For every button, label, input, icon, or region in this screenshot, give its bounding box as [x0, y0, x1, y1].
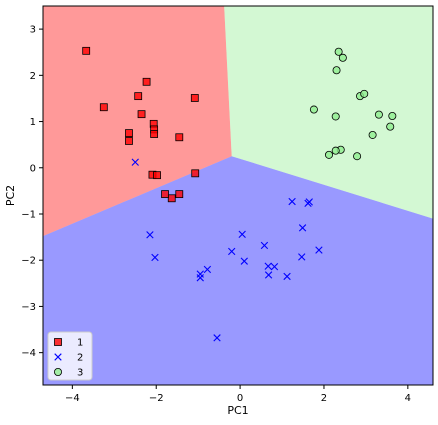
- y-tick-label-5: 1: [30, 117, 36, 128]
- point-class-2-10: [260, 241, 269, 250]
- point-class-3-1: [338, 53, 347, 62]
- point-class-3-10: [368, 130, 377, 139]
- point-class-3-14: [353, 152, 362, 161]
- x-tick-label-0: −4: [65, 393, 80, 404]
- y-tick-label-1: −3: [21, 302, 36, 313]
- point-class-2-7: [228, 247, 236, 256]
- point-class-2-9: [240, 257, 248, 265]
- region-class-3: [224, 6, 433, 219]
- x-tick-label-1: −2: [149, 393, 164, 404]
- point-class-3-12: [331, 146, 340, 155]
- point-class-3-13: [324, 150, 333, 159]
- region-class-1: [43, 6, 232, 237]
- point-class-2-2: [151, 253, 159, 262]
- x-tick-label-2: 0: [237, 393, 243, 404]
- point-class-2-16: [298, 253, 306, 261]
- point-class-1-15: [175, 190, 184, 199]
- point-class-3-2: [332, 66, 341, 75]
- point-class-1-0: [82, 46, 91, 55]
- y-tick-label-0: −4: [21, 348, 36, 359]
- region-class-2: [43, 156, 433, 385]
- point-class-3-8: [388, 112, 397, 121]
- point-class-1-4: [190, 94, 199, 102]
- point-class-2-19: [305, 198, 313, 206]
- point-class-2-20: [315, 246, 323, 254]
- legend-marker-1: [54, 338, 62, 346]
- point-class-1-9: [125, 129, 133, 138]
- point-class-2-4: [196, 274, 204, 282]
- point-class-2-15: [288, 197, 296, 206]
- point-class-2-14: [283, 272, 291, 281]
- y-axis-ticks: −4 −3 −2 −1 0 1 2 3: [21, 25, 43, 359]
- point-class-2-11: [264, 262, 272, 270]
- point-class-1-11: [175, 133, 184, 142]
- decision-regions: [43, 6, 433, 385]
- point-class-2-12: [264, 271, 273, 279]
- point-class-1-10: [125, 137, 133, 145]
- data-points: [82, 46, 397, 342]
- x-axis-label: PC1: [227, 404, 248, 417]
- legend-marker-3: [54, 367, 63, 376]
- point-class-1-8: [150, 130, 159, 138]
- y-tick-label-2: −2: [21, 256, 36, 267]
- point-class-1-1: [99, 103, 108, 112]
- legend-label-2: 2: [77, 353, 83, 364]
- point-class-2-0: [131, 158, 139, 166]
- x-axis-ticks: −4 −2 0 2 4: [65, 385, 411, 404]
- y-tick-label-6: 2: [30, 71, 36, 82]
- point-class-1-2: [142, 77, 151, 86]
- legend-marker-2: [54, 353, 62, 361]
- point-class-3-4: [360, 89, 369, 98]
- y-axis-label: PC2: [4, 185, 17, 206]
- point-class-2-1: [146, 231, 154, 239]
- point-class-2-8: [238, 230, 246, 239]
- y-tick-label-4: 0: [30, 163, 36, 174]
- point-class-2-5: [203, 265, 212, 274]
- point-class-1-12: [191, 169, 200, 178]
- point-class-2-6: [213, 334, 221, 342]
- x-tick-label-4: 4: [405, 393, 411, 404]
- legend: 1 2 3: [47, 331, 93, 381]
- point-class-3-5: [309, 105, 318, 114]
- point-class-3-6: [331, 112, 340, 121]
- point-class-1-3: [134, 92, 143, 101]
- legend-label-3: 3: [77, 368, 83, 379]
- point-class-3-9: [386, 122, 395, 131]
- x-tick-label-3: 2: [321, 393, 327, 404]
- point-class-1-16: [167, 194, 176, 203]
- point-class-2-17: [298, 224, 307, 232]
- point-class-1-17: [161, 190, 169, 199]
- point-class-3-7: [374, 110, 383, 119]
- axes-frame: [42, 5, 434, 386]
- point-class-1-5: [137, 110, 146, 119]
- point-class-2-13: [270, 262, 279, 271]
- point-class-1-14: [153, 171, 161, 180]
- point-class-3-0: [334, 47, 343, 56]
- y-tick-label-3: −1: [21, 209, 36, 220]
- legend-label-1: 1: [77, 338, 83, 349]
- y-tick-label-7: 3: [30, 25, 36, 36]
